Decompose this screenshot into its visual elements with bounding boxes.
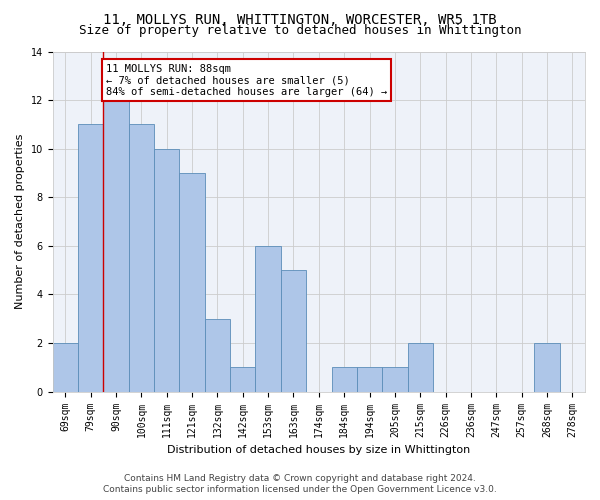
Bar bbox=[129, 124, 154, 392]
Bar bbox=[535, 343, 560, 392]
Text: 11 MOLLYS RUN: 88sqm
← 7% of detached houses are smaller (5)
84% of semi-detache: 11 MOLLYS RUN: 88sqm ← 7% of detached ho… bbox=[106, 64, 387, 97]
X-axis label: Distribution of detached houses by size in Whittington: Distribution of detached houses by size … bbox=[167, 445, 470, 455]
Bar bbox=[332, 368, 357, 392]
Y-axis label: Number of detached properties: Number of detached properties bbox=[15, 134, 25, 310]
Bar bbox=[407, 343, 433, 392]
Text: Contains HM Land Registry data © Crown copyright and database right 2024.
Contai: Contains HM Land Registry data © Crown c… bbox=[103, 474, 497, 494]
Bar bbox=[103, 100, 129, 392]
Bar bbox=[154, 148, 179, 392]
Text: 11, MOLLYS RUN, WHITTINGTON, WORCESTER, WR5 1TB: 11, MOLLYS RUN, WHITTINGTON, WORCESTER, … bbox=[103, 12, 497, 26]
Bar bbox=[256, 246, 281, 392]
Bar bbox=[205, 319, 230, 392]
Bar bbox=[53, 343, 78, 392]
Text: Size of property relative to detached houses in Whittington: Size of property relative to detached ho… bbox=[79, 24, 521, 37]
Bar bbox=[78, 124, 103, 392]
Bar bbox=[357, 368, 382, 392]
Bar bbox=[179, 173, 205, 392]
Bar bbox=[230, 368, 256, 392]
Bar bbox=[382, 368, 407, 392]
Bar bbox=[281, 270, 306, 392]
